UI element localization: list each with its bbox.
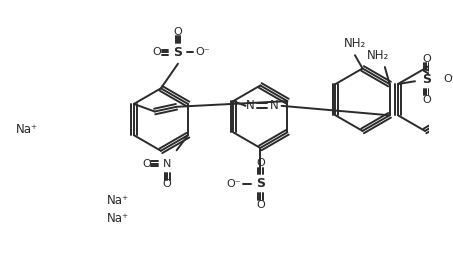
- Text: S: S: [173, 46, 183, 59]
- Text: N: N: [246, 99, 255, 112]
- Text: O: O: [422, 95, 431, 105]
- Text: S: S: [422, 73, 431, 86]
- Text: O: O: [163, 179, 172, 189]
- Text: Na⁺: Na⁺: [107, 193, 130, 206]
- Text: NH₂: NH₂: [344, 37, 366, 50]
- Text: O: O: [422, 54, 431, 63]
- Text: O: O: [153, 47, 162, 57]
- Text: O: O: [173, 26, 182, 37]
- Text: NH₂: NH₂: [367, 49, 389, 62]
- Text: Na⁺: Na⁺: [15, 123, 38, 135]
- Text: Na⁺: Na⁺: [107, 212, 130, 225]
- Text: S: S: [256, 177, 265, 190]
- Text: N: N: [270, 99, 278, 112]
- Text: O: O: [256, 158, 265, 168]
- Text: O⁻: O⁻: [226, 179, 241, 189]
- Text: O: O: [142, 159, 151, 169]
- Text: O⁻: O⁻: [195, 47, 210, 57]
- Text: O: O: [256, 200, 265, 210]
- Text: N: N: [163, 159, 171, 169]
- Text: O⁻: O⁻: [443, 74, 453, 84]
